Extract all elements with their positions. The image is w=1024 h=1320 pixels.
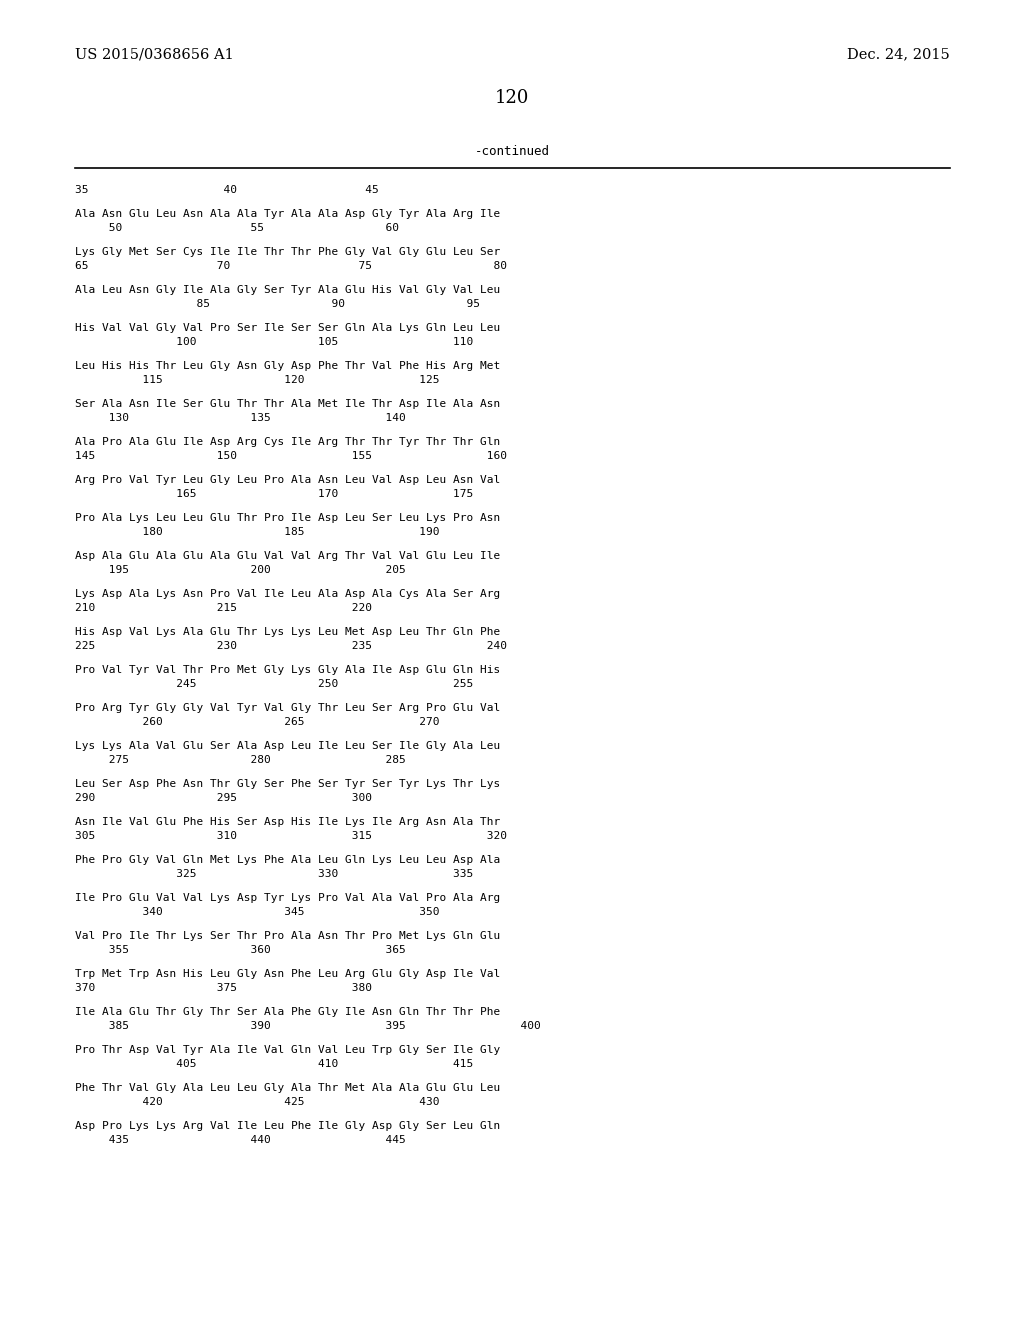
Text: 115                  120                 125: 115 120 125 xyxy=(75,375,439,385)
Text: Arg Pro Val Tyr Leu Gly Leu Pro Ala Asn Leu Val Asp Leu Asn Val: Arg Pro Val Tyr Leu Gly Leu Pro Ala Asn … xyxy=(75,475,501,484)
Text: 100                  105                 110: 100 105 110 xyxy=(75,337,473,347)
Text: 420                  425                 430: 420 425 430 xyxy=(75,1097,439,1107)
Text: 405                  410                 415: 405 410 415 xyxy=(75,1059,473,1069)
Text: 290                  295                 300: 290 295 300 xyxy=(75,793,372,803)
Text: 65                   70                   75                  80: 65 70 75 80 xyxy=(75,261,507,271)
Text: 165                  170                 175: 165 170 175 xyxy=(75,488,473,499)
Text: 370                  375                 380: 370 375 380 xyxy=(75,983,372,993)
Text: Ala Pro Ala Glu Ile Asp Arg Cys Ile Arg Thr Thr Tyr Thr Thr Gln: Ala Pro Ala Glu Ile Asp Arg Cys Ile Arg … xyxy=(75,437,501,447)
Text: 180                  185                 190: 180 185 190 xyxy=(75,527,439,537)
Text: Asp Ala Glu Ala Glu Ala Glu Val Val Arg Thr Val Val Glu Leu Ile: Asp Ala Glu Ala Glu Ala Glu Val Val Arg … xyxy=(75,550,501,561)
Text: His Val Val Gly Val Pro Ser Ile Ser Ser Gln Ala Lys Gln Leu Leu: His Val Val Gly Val Pro Ser Ile Ser Ser … xyxy=(75,323,501,333)
Text: Dec. 24, 2015: Dec. 24, 2015 xyxy=(847,48,950,61)
Text: 355                  360                 365: 355 360 365 xyxy=(75,945,406,954)
Text: 195                  200                 205: 195 200 205 xyxy=(75,565,406,576)
Text: Pro Thr Asp Val Tyr Ala Ile Val Gln Val Leu Trp Gly Ser Ile Gly: Pro Thr Asp Val Tyr Ala Ile Val Gln Val … xyxy=(75,1045,501,1055)
Text: 305                  310                 315                 320: 305 310 315 320 xyxy=(75,832,507,841)
Text: 275                  280                 285: 275 280 285 xyxy=(75,755,406,766)
Text: His Asp Val Lys Ala Glu Thr Lys Lys Leu Met Asp Leu Thr Gln Phe: His Asp Val Lys Ala Glu Thr Lys Lys Leu … xyxy=(75,627,501,638)
Text: Pro Ala Lys Leu Leu Glu Thr Pro Ile Asp Leu Ser Leu Lys Pro Asn: Pro Ala Lys Leu Leu Glu Thr Pro Ile Asp … xyxy=(75,513,501,523)
Text: 260                  265                 270: 260 265 270 xyxy=(75,717,439,727)
Text: Ile Ala Glu Thr Gly Thr Ser Ala Phe Gly Ile Asn Gln Thr Thr Phe: Ile Ala Glu Thr Gly Thr Ser Ala Phe Gly … xyxy=(75,1007,501,1016)
Text: Lys Lys Ala Val Glu Ser Ala Asp Leu Ile Leu Ser Ile Gly Ala Leu: Lys Lys Ala Val Glu Ser Ala Asp Leu Ile … xyxy=(75,741,501,751)
Text: 120: 120 xyxy=(495,88,529,107)
Text: 50                   55                  60: 50 55 60 xyxy=(75,223,399,234)
Text: Phe Thr Val Gly Ala Leu Leu Gly Ala Thr Met Ala Ala Glu Glu Leu: Phe Thr Val Gly Ala Leu Leu Gly Ala Thr … xyxy=(75,1082,501,1093)
Text: 385                  390                 395                 400: 385 390 395 400 xyxy=(75,1020,541,1031)
Text: 85                  90                  95: 85 90 95 xyxy=(75,300,480,309)
Text: 340                  345                 350: 340 345 350 xyxy=(75,907,439,917)
Text: 225                  230                 235                 240: 225 230 235 240 xyxy=(75,642,507,651)
Text: Ala Leu Asn Gly Ile Ala Gly Ser Tyr Ala Glu His Val Gly Val Leu: Ala Leu Asn Gly Ile Ala Gly Ser Tyr Ala … xyxy=(75,285,501,294)
Text: 245                  250                 255: 245 250 255 xyxy=(75,678,473,689)
Text: 130                  135                 140: 130 135 140 xyxy=(75,413,406,422)
Text: US 2015/0368656 A1: US 2015/0368656 A1 xyxy=(75,48,233,61)
Text: Pro Val Tyr Val Thr Pro Met Gly Lys Gly Ala Ile Asp Glu Gln His: Pro Val Tyr Val Thr Pro Met Gly Lys Gly … xyxy=(75,665,501,675)
Text: Phe Pro Gly Val Gln Met Lys Phe Ala Leu Gln Lys Leu Leu Asp Ala: Phe Pro Gly Val Gln Met Lys Phe Ala Leu … xyxy=(75,855,501,865)
Text: Leu His His Thr Leu Gly Asn Gly Asp Phe Thr Val Phe His Arg Met: Leu His His Thr Leu Gly Asn Gly Asp Phe … xyxy=(75,360,501,371)
Text: 35                    40                   45: 35 40 45 xyxy=(75,185,379,195)
Text: Ala Asn Glu Leu Asn Ala Ala Tyr Ala Ala Asp Gly Tyr Ala Arg Ile: Ala Asn Glu Leu Asn Ala Ala Tyr Ala Ala … xyxy=(75,209,501,219)
Text: 145                  150                 155                 160: 145 150 155 160 xyxy=(75,451,507,461)
Text: Ile Pro Glu Val Val Lys Asp Tyr Lys Pro Val Ala Val Pro Ala Arg: Ile Pro Glu Val Val Lys Asp Tyr Lys Pro … xyxy=(75,894,501,903)
Text: Val Pro Ile Thr Lys Ser Thr Pro Ala Asn Thr Pro Met Lys Gln Glu: Val Pro Ile Thr Lys Ser Thr Pro Ala Asn … xyxy=(75,931,501,941)
Text: 210                  215                 220: 210 215 220 xyxy=(75,603,372,612)
Text: -continued: -continued xyxy=(474,145,550,158)
Text: Trp Met Trp Asn His Leu Gly Asn Phe Leu Arg Glu Gly Asp Ile Val: Trp Met Trp Asn His Leu Gly Asn Phe Leu … xyxy=(75,969,501,979)
Text: Leu Ser Asp Phe Asn Thr Gly Ser Phe Ser Tyr Ser Tyr Lys Thr Lys: Leu Ser Asp Phe Asn Thr Gly Ser Phe Ser … xyxy=(75,779,501,789)
Text: Asp Pro Lys Lys Arg Val Ile Leu Phe Ile Gly Asp Gly Ser Leu Gln: Asp Pro Lys Lys Arg Val Ile Leu Phe Ile … xyxy=(75,1121,501,1131)
Text: Pro Arg Tyr Gly Gly Val Tyr Val Gly Thr Leu Ser Arg Pro Glu Val: Pro Arg Tyr Gly Gly Val Tyr Val Gly Thr … xyxy=(75,704,501,713)
Text: 435                  440                 445: 435 440 445 xyxy=(75,1135,406,1144)
Text: Lys Asp Ala Lys Asn Pro Val Ile Leu Ala Asp Ala Cys Ala Ser Arg: Lys Asp Ala Lys Asn Pro Val Ile Leu Ala … xyxy=(75,589,501,599)
Text: 325                  330                 335: 325 330 335 xyxy=(75,869,473,879)
Text: Asn Ile Val Glu Phe His Ser Asp His Ile Lys Ile Arg Asn Ala Thr: Asn Ile Val Glu Phe His Ser Asp His Ile … xyxy=(75,817,501,828)
Text: Lys Gly Met Ser Cys Ile Ile Thr Thr Phe Gly Val Gly Glu Leu Ser: Lys Gly Met Ser Cys Ile Ile Thr Thr Phe … xyxy=(75,247,501,257)
Text: Ser Ala Asn Ile Ser Glu Thr Thr Ala Met Ile Thr Asp Ile Ala Asn: Ser Ala Asn Ile Ser Glu Thr Thr Ala Met … xyxy=(75,399,501,409)
